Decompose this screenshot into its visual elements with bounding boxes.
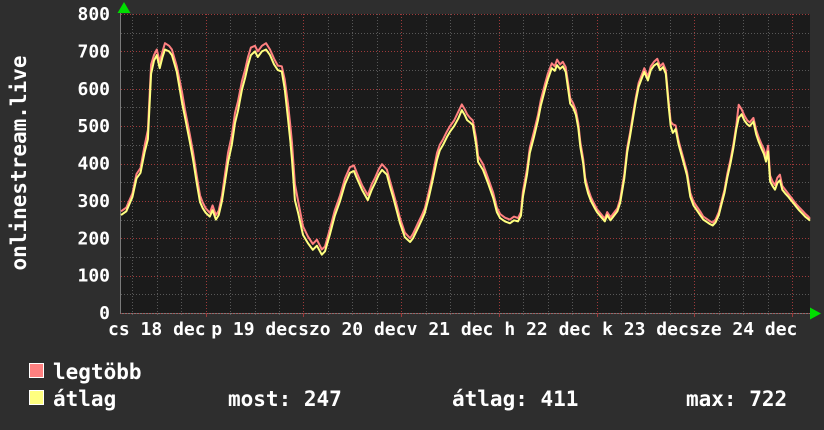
y-tick-label: 0: [99, 303, 110, 324]
legend-swatch-legtobb: [29, 363, 44, 378]
x-axis-arrow-icon: [810, 307, 821, 320]
x-day-label: cs 18 dec: [108, 319, 206, 340]
y-axis-arrow-icon: [117, 2, 131, 13]
stat-max: max: 722: [686, 387, 788, 411]
y-tick-label: 100: [77, 266, 110, 287]
y-tick-label: 700: [77, 41, 110, 62]
legend-swatch-atlag: [29, 390, 44, 405]
legend-label-legtobb: legtöbb: [53, 360, 142, 384]
stat-atlag: átlag: 411: [452, 387, 579, 411]
series-atlag-line: [120, 48, 811, 256]
x-day-label: sze 24 dec: [689, 319, 797, 340]
y-tick-label: 200: [77, 228, 110, 249]
x-day-label: v 21 dec: [407, 319, 494, 340]
x-day-label: k 23 dec: [602, 319, 689, 340]
y-tick-label: 800: [77, 4, 110, 25]
x-day-label: p 19 dec: [211, 319, 298, 340]
x-day-label: h 22 dec: [504, 319, 591, 340]
legend-label-atlag: átlag: [53, 387, 117, 411]
x-day-label: szo 20 dec: [298, 319, 406, 340]
y-tick-label: 300: [77, 191, 110, 212]
y-tick-label: 500: [77, 116, 110, 137]
y-tick-label: 400: [77, 154, 110, 175]
stat-most: most: 247: [228, 387, 342, 411]
series-legtobb-line: [120, 42, 811, 251]
y-tick-label: 600: [77, 79, 110, 100]
plot-background: [121, 14, 810, 313]
